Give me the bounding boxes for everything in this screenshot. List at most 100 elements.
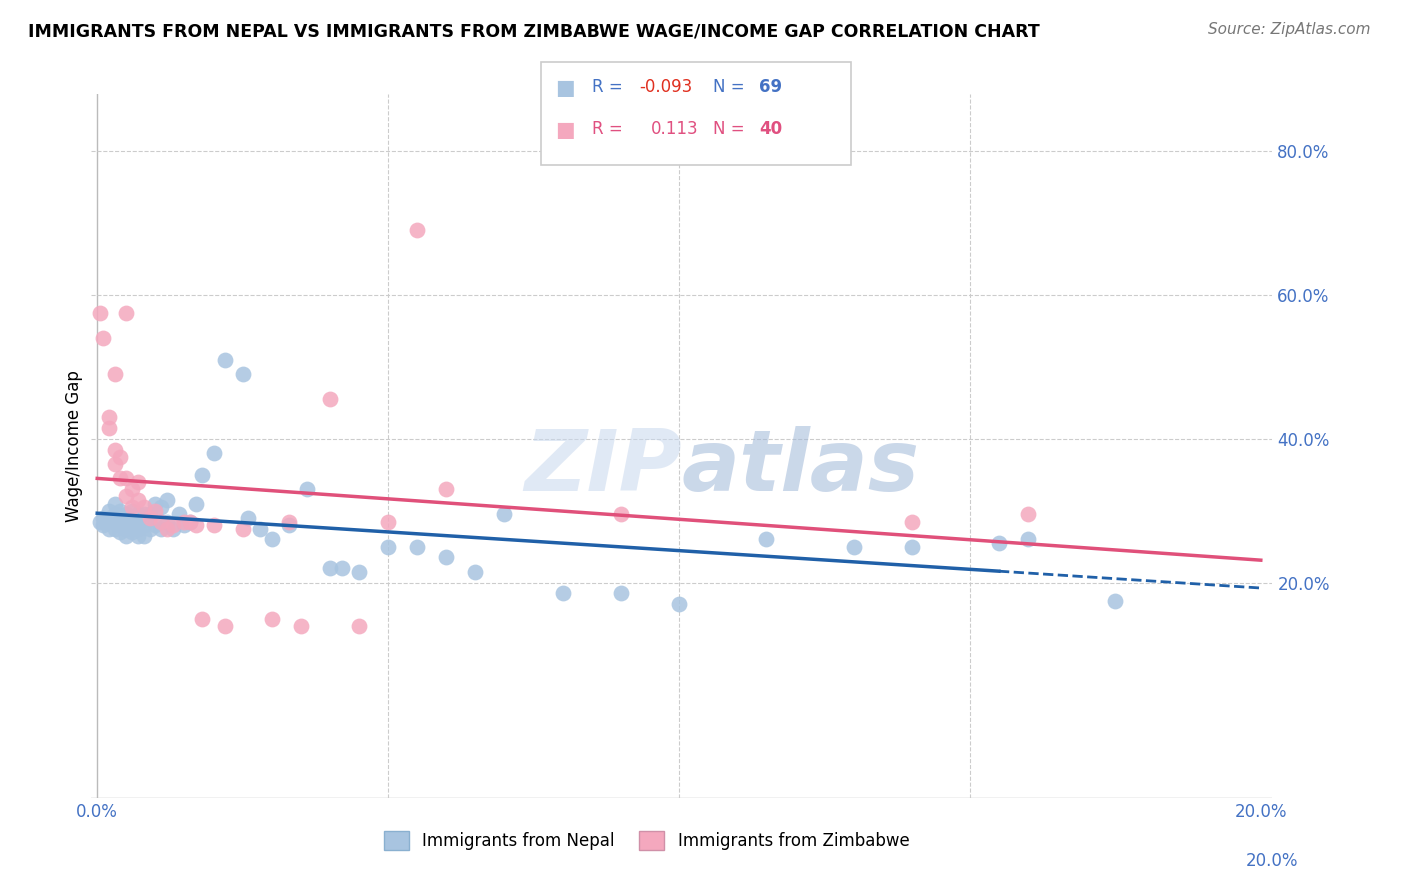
Point [167, 508, 190, 522]
Point [214, 619, 236, 633]
Point [842, 540, 865, 554]
Point [278, 518, 301, 533]
Text: ■: ■ [555, 78, 575, 98]
Point [121, 482, 143, 496]
Text: 20.0%: 20.0% [1246, 852, 1299, 870]
Point [295, 482, 318, 496]
Point [179, 515, 201, 529]
Point [127, 518, 149, 533]
Point [249, 522, 271, 536]
Point [319, 561, 342, 575]
Point [89, 306, 111, 320]
Point [127, 529, 149, 543]
Point [132, 529, 155, 543]
Point [173, 518, 195, 533]
Text: R =: R = [592, 78, 623, 96]
Point [121, 525, 143, 540]
Point [900, 540, 922, 554]
Point [150, 522, 173, 536]
Point [91, 331, 114, 345]
Text: Source: ZipAtlas.com: Source: ZipAtlas.com [1208, 22, 1371, 37]
Point [434, 550, 457, 565]
Point [104, 442, 127, 457]
Point [330, 561, 353, 575]
Point [104, 515, 127, 529]
Point [184, 518, 207, 533]
Point [290, 619, 312, 633]
Point [91, 511, 114, 525]
Point [115, 529, 138, 543]
Point [132, 518, 155, 533]
Point [900, 515, 922, 529]
Point [150, 500, 173, 515]
Point [138, 522, 160, 536]
Point [132, 508, 155, 522]
Point [232, 367, 254, 381]
Point [110, 525, 132, 540]
Point [110, 518, 132, 533]
Point [121, 500, 143, 515]
Text: 0.113: 0.113 [651, 120, 699, 138]
Point [115, 306, 138, 320]
Text: IMMIGRANTS FROM NEPAL VS IMMIGRANTS FROM ZIMBABWE WAGE/INCOME GAP CORRELATION CH: IMMIGRANTS FROM NEPAL VS IMMIGRANTS FROM… [28, 22, 1040, 40]
Point [668, 597, 690, 611]
Point [127, 522, 149, 536]
Point [110, 504, 132, 518]
Point [464, 565, 486, 579]
Point [406, 223, 429, 237]
Point [104, 367, 127, 381]
Point [156, 522, 179, 536]
Point [97, 522, 120, 536]
Point [347, 619, 370, 633]
Point [150, 515, 173, 529]
Point [238, 511, 260, 525]
Point [145, 496, 167, 510]
Point [162, 522, 184, 536]
Point [1104, 593, 1126, 607]
Point [127, 475, 149, 489]
Point [115, 489, 138, 503]
Point [214, 352, 236, 367]
Point [145, 518, 167, 533]
Point [110, 471, 132, 485]
Point [97, 504, 120, 518]
Point [260, 611, 283, 625]
Point [121, 511, 143, 525]
Legend: Immigrants from Nepal, Immigrants from Zimbabwe: Immigrants from Nepal, Immigrants from Z… [377, 824, 917, 857]
Point [97, 410, 120, 425]
Point [191, 467, 214, 482]
Point [179, 515, 201, 529]
Text: 40: 40 [759, 120, 782, 138]
Point [115, 471, 138, 485]
Point [121, 504, 143, 518]
Point [127, 492, 149, 507]
Point [494, 508, 516, 522]
Point [260, 533, 283, 547]
Point [115, 508, 138, 522]
Text: 69: 69 [759, 78, 782, 96]
Point [755, 533, 778, 547]
Text: N =: N = [713, 120, 744, 138]
Point [115, 515, 138, 529]
Point [97, 421, 120, 435]
Point [1017, 508, 1039, 522]
Point [138, 508, 160, 522]
Point [138, 511, 160, 525]
Point [551, 586, 574, 600]
Text: -0.093: -0.093 [640, 78, 693, 96]
Text: N =: N = [713, 78, 744, 96]
Point [132, 500, 155, 515]
Point [104, 522, 127, 536]
Point [173, 515, 195, 529]
Text: ZIP: ZIP [524, 425, 682, 508]
Point [406, 540, 429, 554]
Point [156, 515, 179, 529]
Point [202, 518, 225, 533]
Point [988, 536, 1011, 550]
Point [104, 508, 127, 522]
Point [97, 511, 120, 525]
Point [347, 565, 370, 579]
Point [110, 511, 132, 525]
Point [434, 482, 457, 496]
Point [104, 496, 127, 510]
